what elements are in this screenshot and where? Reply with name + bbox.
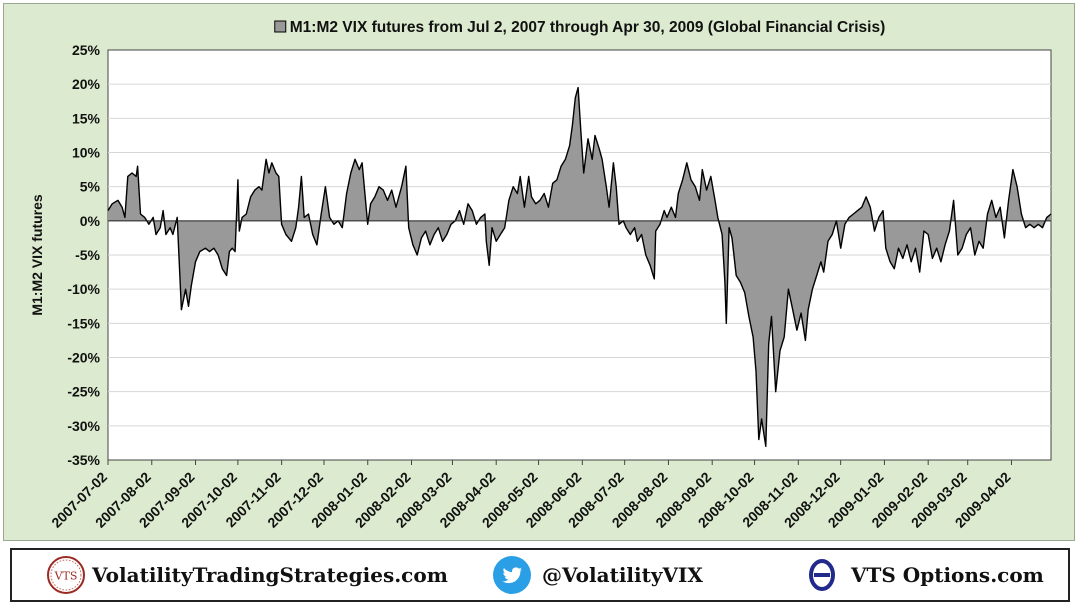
y-tick-label: 5%	[80, 179, 101, 195]
footer-banner: VTS VolatilityTradingStrategies.com @Vol…	[10, 548, 1070, 602]
series-area	[108, 87, 1051, 447]
chart-frame: 25% 20% 15% 10% 5% 0% -5% -10% -15% -20% -25% -30% -…	[3, 3, 1075, 541]
y-tick-label: -5%	[75, 247, 100, 263]
y-tick-label: -35%	[67, 452, 100, 468]
series-line	[107, 86, 1052, 447]
y-tick-label: 10%	[72, 145, 101, 161]
y-tick-label: -30%	[67, 418, 100, 434]
y-tick-label: -15%	[67, 315, 100, 331]
footer-site[interactable]: VTS VolatilityTradingStrategies.com	[46, 550, 448, 600]
vts-options-logo-icon	[809, 559, 835, 591]
y-tick-label: 25%	[72, 42, 101, 58]
y-axis-label: M1:M2 VIX futures	[29, 194, 45, 316]
chart-title: M1:M2 VIX futures from Jul 2, 2007 throu…	[290, 19, 885, 36]
legend-marker	[274, 20, 287, 33]
vts-seal-icon: VTS	[47, 556, 85, 594]
options-link[interactable]: VTS Options.com	[851, 563, 1044, 587]
y-tick-label: -10%	[67, 281, 100, 297]
y-tick-label: 20%	[72, 76, 101, 92]
site-link[interactable]: VolatilityTradingStrategies.com	[92, 563, 448, 587]
y-tick-label: -25%	[67, 384, 100, 400]
chart-title-group: M1:M2 VIX futures from Jul 2, 2007 throu…	[274, 19, 885, 36]
footer-twitter[interactable]: @VolatilityVIX	[492, 550, 703, 600]
twitter-icon	[493, 556, 531, 594]
chart-svg: 25% 20% 15% 10% 5% 0% -5% -10% -15% -20% -25% -30% -…	[29, 19, 1052, 531]
y-tick-label: 0%	[80, 213, 101, 229]
twitter-handle[interactable]: @VolatilityVIX	[542, 563, 703, 587]
vts-seal-text: VTS	[54, 570, 78, 583]
y-tick-label: 15%	[72, 110, 101, 126]
y-tick-label: -20%	[67, 350, 100, 366]
footer-options[interactable]: VTS Options.com	[805, 550, 1044, 600]
